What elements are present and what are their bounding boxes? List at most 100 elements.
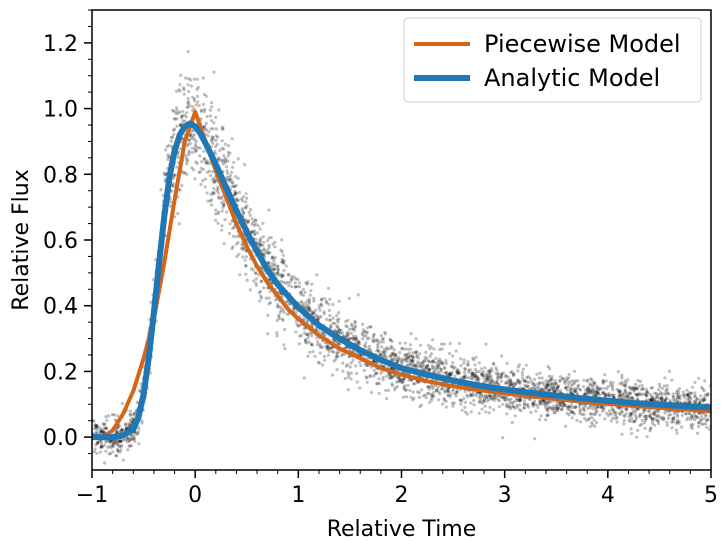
data-point: [667, 410, 671, 414]
data-point: [552, 385, 556, 389]
data-point: [351, 336, 355, 340]
data-point: [280, 238, 284, 242]
data-point: [664, 388, 668, 392]
data-point: [470, 392, 475, 396]
data-point: [671, 417, 676, 421]
data-point: [576, 379, 580, 383]
data-point: [546, 405, 550, 409]
data-point: [129, 437, 133, 441]
data-point: [187, 103, 191, 107]
data-point: [126, 436, 130, 440]
data-point: [287, 272, 291, 276]
data-point: [266, 261, 271, 265]
data-point: [175, 108, 179, 112]
data-point: [119, 430, 123, 434]
data-point: [612, 393, 616, 397]
data-point: [594, 393, 598, 397]
data-point: [437, 363, 441, 367]
data-point: [649, 427, 653, 431]
data-point: [126, 436, 130, 440]
data-point: [271, 256, 275, 260]
data-point: [642, 408, 646, 412]
data-point: [553, 382, 557, 386]
data-point: [111, 450, 115, 454]
data-point: [390, 354, 394, 358]
data-point: [459, 364, 463, 368]
data-point: [321, 345, 325, 349]
data-point: [641, 387, 645, 391]
data-point: [463, 410, 468, 414]
data-point: [103, 443, 107, 447]
data-point: [647, 414, 651, 418]
data-point: [556, 384, 561, 388]
data-point: [676, 397, 680, 401]
data-point: [594, 388, 599, 392]
data-point: [257, 242, 261, 246]
data-point: [646, 390, 650, 395]
data-point: [178, 123, 182, 127]
data-point: [318, 342, 322, 346]
data-point: [556, 386, 560, 390]
data-point: [258, 227, 262, 231]
data-point: [368, 325, 372, 329]
data-point: [592, 380, 596, 384]
data-point: [196, 100, 200, 104]
data-point: [240, 247, 244, 251]
data-point: [686, 416, 690, 420]
data-point: [705, 425, 709, 429]
data-point: [480, 401, 484, 405]
data-point: [114, 429, 118, 433]
data-point: [368, 348, 372, 352]
data-point: [279, 272, 283, 277]
data-point: [225, 210, 229, 214]
data-point: [704, 422, 708, 426]
data-point: [585, 379, 589, 383]
data-point: [302, 327, 306, 331]
data-point: [125, 437, 129, 441]
data-point: [371, 338, 375, 342]
data-point: [276, 267, 280, 271]
data-point: [687, 397, 691, 401]
data-point: [135, 431, 139, 435]
data-point: [659, 392, 663, 396]
data-point: [379, 353, 383, 357]
data-point: [629, 427, 633, 431]
data-point: [209, 137, 214, 142]
data-point: [421, 360, 425, 364]
data-point: [299, 292, 303, 297]
data-point: [508, 383, 512, 387]
data-point: [565, 388, 569, 392]
data-point: [371, 335, 375, 340]
data-point: [356, 293, 360, 297]
data-point: [428, 354, 432, 358]
data-point: [185, 105, 189, 109]
data-point: [477, 370, 481, 374]
data-point: [500, 372, 504, 376]
data-point: [473, 373, 477, 377]
x-tick-label: −1: [76, 483, 108, 508]
data-point: [353, 325, 358, 329]
data-point: [216, 135, 220, 139]
data-point: [652, 411, 656, 415]
data-point: [466, 395, 470, 399]
data-point: [308, 350, 312, 354]
data-point: [616, 370, 621, 374]
data-point: [556, 406, 560, 410]
data-point: [571, 411, 575, 415]
data-point: [566, 381, 571, 386]
data-point: [277, 315, 281, 319]
data-point: [511, 373, 515, 378]
data-point: [260, 279, 264, 283]
data-point: [511, 405, 516, 409]
data-point: [630, 432, 634, 436]
data-point: [416, 380, 420, 385]
data-point: [293, 285, 297, 289]
data-point: [103, 461, 107, 465]
data-point: [497, 399, 502, 403]
data-point: [276, 270, 280, 274]
data-point: [617, 411, 621, 415]
data-point: [638, 413, 642, 417]
data-point: [201, 178, 205, 183]
data-point: [188, 142, 192, 146]
data-point: [701, 399, 705, 403]
